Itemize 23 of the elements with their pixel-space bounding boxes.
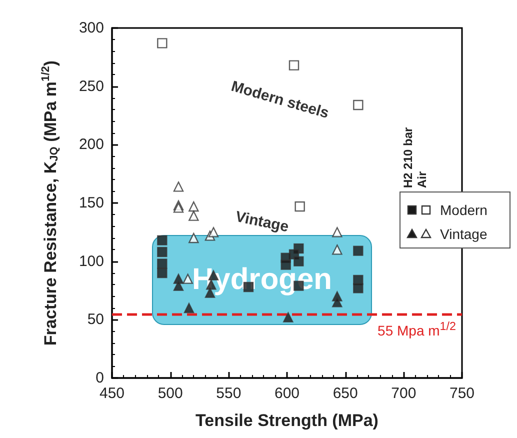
annotation: Modern steels — [229, 78, 331, 122]
legend-label: Vintage — [440, 226, 488, 242]
x-tick-label: 500 — [158, 385, 183, 402]
x-tick-label: 600 — [274, 385, 300, 402]
y-tick-label: 200 — [78, 136, 104, 154]
y-tick-label: 100 — [78, 252, 104, 270]
annotation: Vintage — [234, 208, 290, 236]
y-tick-label: 150 — [78, 194, 104, 212]
y-tick-label: 0 — [96, 370, 104, 386]
x-tick-label: 750 — [449, 385, 475, 402]
x-axis-title: Tensile Strength (MPa) — [196, 411, 378, 430]
legend-label: Modern — [440, 202, 488, 218]
annotation: Air — [415, 171, 429, 188]
y-tick-label: 50 — [87, 311, 104, 328]
x-tick-label: 550 — [216, 385, 242, 402]
y-axis-title: Fracture Resistance, KJQ (MPa m1/2) — [40, 60, 60, 346]
x-tick-label: 650 — [332, 385, 358, 402]
y-tick-label: 300 — [78, 20, 104, 36]
y-tick-label: 250 — [78, 78, 104, 95]
x-tick-label: 450 — [99, 385, 125, 402]
annotation: H2 210 bar — [401, 126, 415, 188]
x-tick-label: 700 — [391, 385, 416, 402]
ref-line-label: 55 Mpa m$^{1/2}$ — [378, 320, 456, 338]
